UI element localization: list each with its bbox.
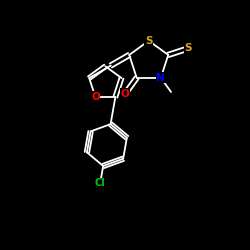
- Text: O: O: [91, 92, 100, 102]
- Text: S: S: [145, 36, 152, 46]
- Text: Cl: Cl: [95, 178, 106, 188]
- Text: O: O: [120, 89, 129, 99]
- Text: N: N: [156, 73, 165, 83]
- Text: S: S: [185, 43, 192, 53]
